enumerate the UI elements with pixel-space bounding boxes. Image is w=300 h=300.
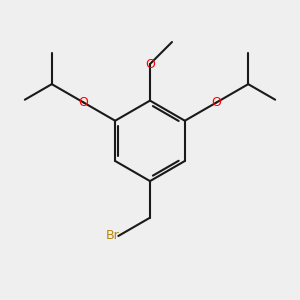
Text: O: O [79,96,88,109]
Text: O: O [145,58,155,70]
Text: O: O [212,96,221,109]
Text: Br: Br [106,230,120,242]
